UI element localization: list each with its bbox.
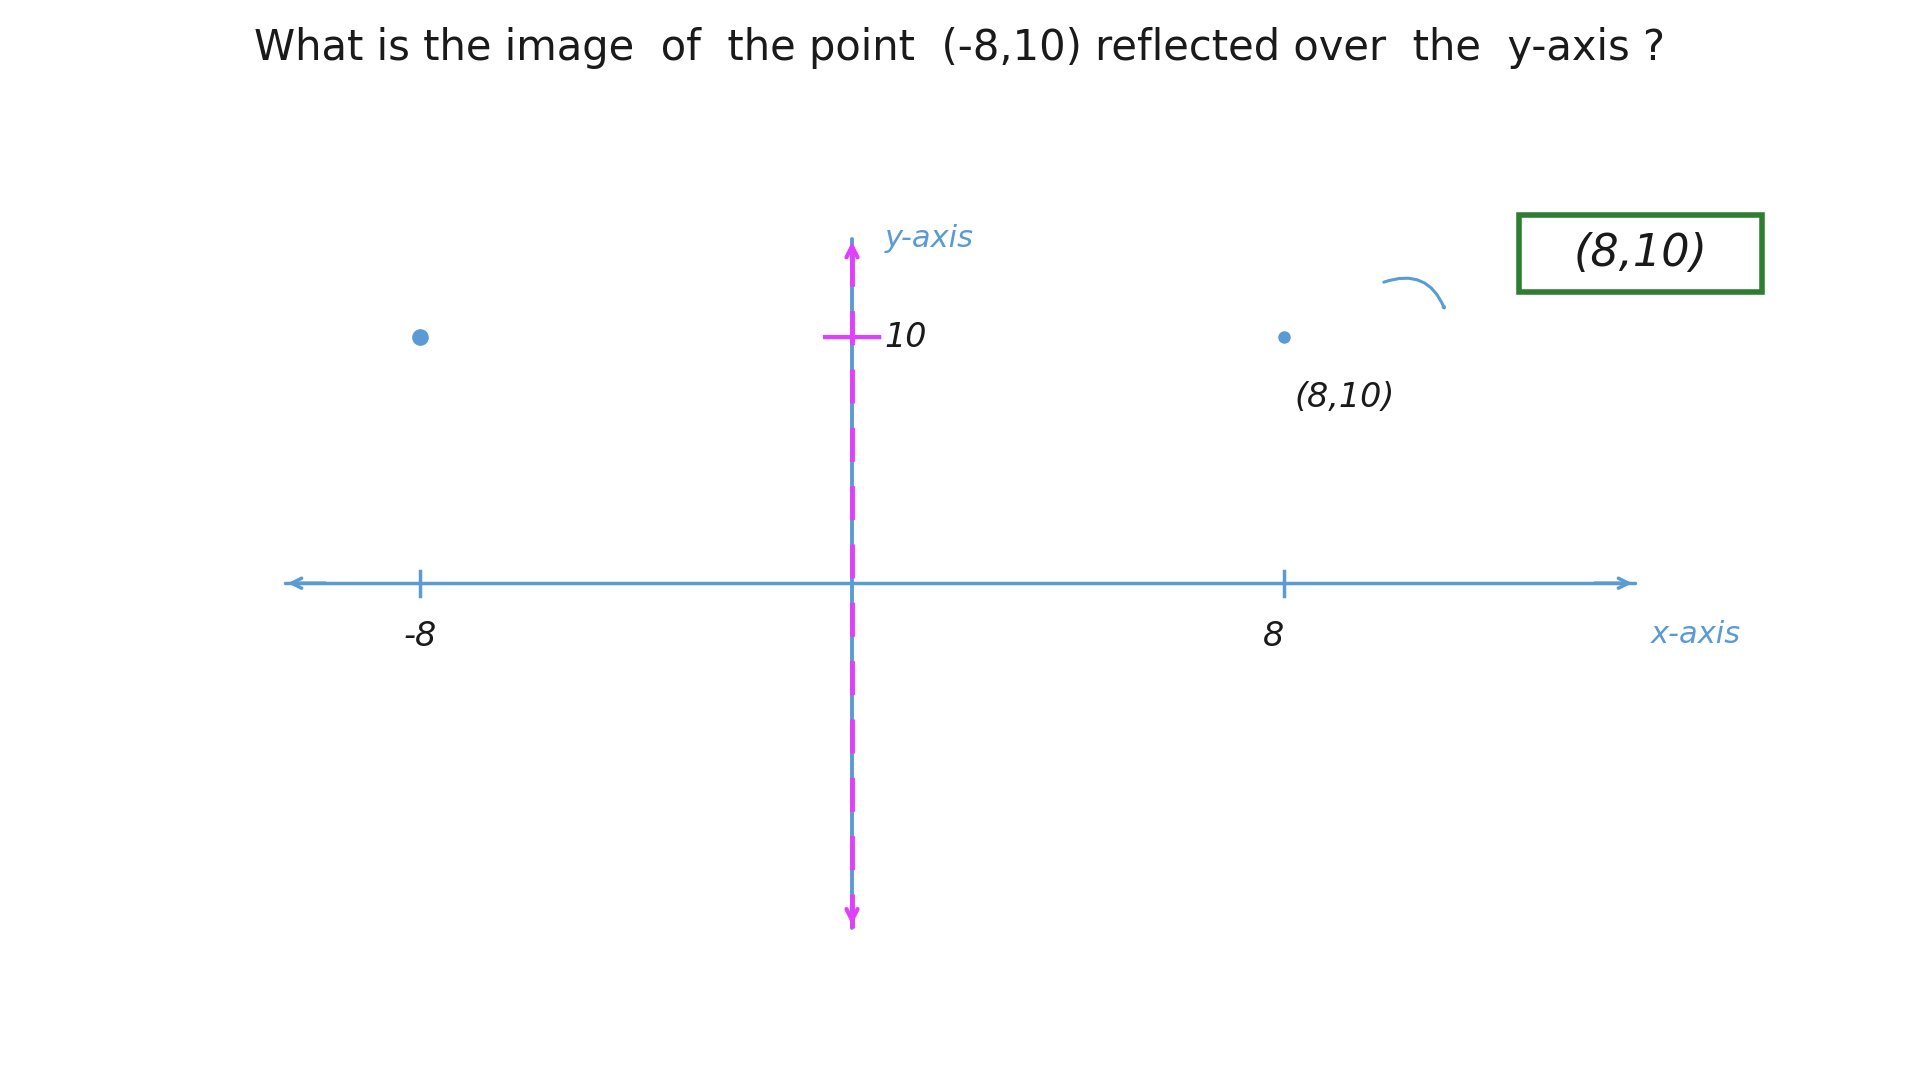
Text: (8,10): (8,10) <box>1294 381 1396 415</box>
Text: 8: 8 <box>1263 620 1284 653</box>
Text: y-axis: y-axis <box>885 225 973 254</box>
Text: What is the image  of  the point  (-8,10) reflected over  the  y-axis ?: What is the image of the point (-8,10) r… <box>255 27 1665 69</box>
Text: (8,10): (8,10) <box>1572 232 1707 275</box>
Text: 10: 10 <box>885 321 927 354</box>
Text: -8: -8 <box>403 620 436 653</box>
FancyBboxPatch shape <box>1519 215 1763 292</box>
FancyArrowPatch shape <box>1384 279 1444 308</box>
Text: x-axis: x-axis <box>1651 620 1741 649</box>
